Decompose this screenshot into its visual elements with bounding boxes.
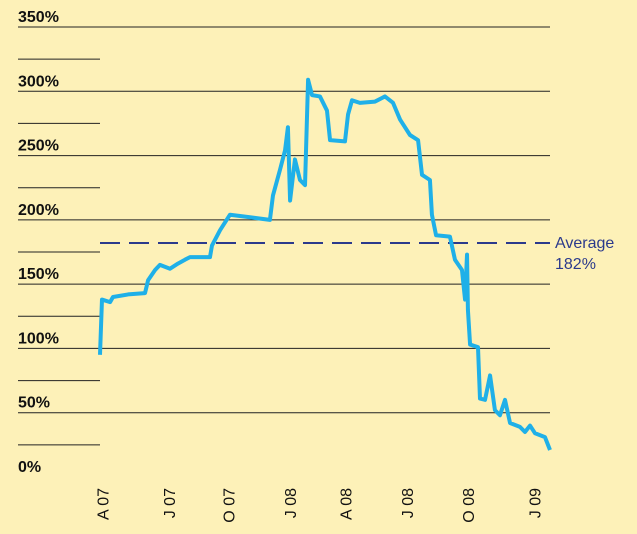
y-tick-label: 50% (18, 395, 50, 412)
x-tick-label: J 07 (162, 488, 179, 518)
x-tick-label: O 08 (461, 488, 478, 523)
y-tick-label: 350% (18, 9, 59, 26)
y-tick-label: 300% (18, 73, 59, 90)
y-tick-label: 0% (18, 459, 41, 476)
data-line (98, 77, 552, 451)
x-tick-label: A 08 (339, 488, 356, 520)
y-tick-label: 150% (18, 266, 59, 283)
average-value-label: 182% (555, 256, 596, 273)
x-tick-label: J 09 (528, 488, 545, 518)
x-tick-label: J 08 (400, 488, 417, 518)
x-tick-label: A 07 (96, 488, 113, 520)
y-tick-label: 250% (18, 138, 59, 155)
x-tick-label: J 08 (283, 488, 300, 518)
average-label: Average (555, 235, 614, 252)
x-tick-label: O 07 (222, 488, 239, 523)
y-tick-label: 100% (18, 330, 59, 347)
y-tick-label: 200% (18, 202, 59, 219)
